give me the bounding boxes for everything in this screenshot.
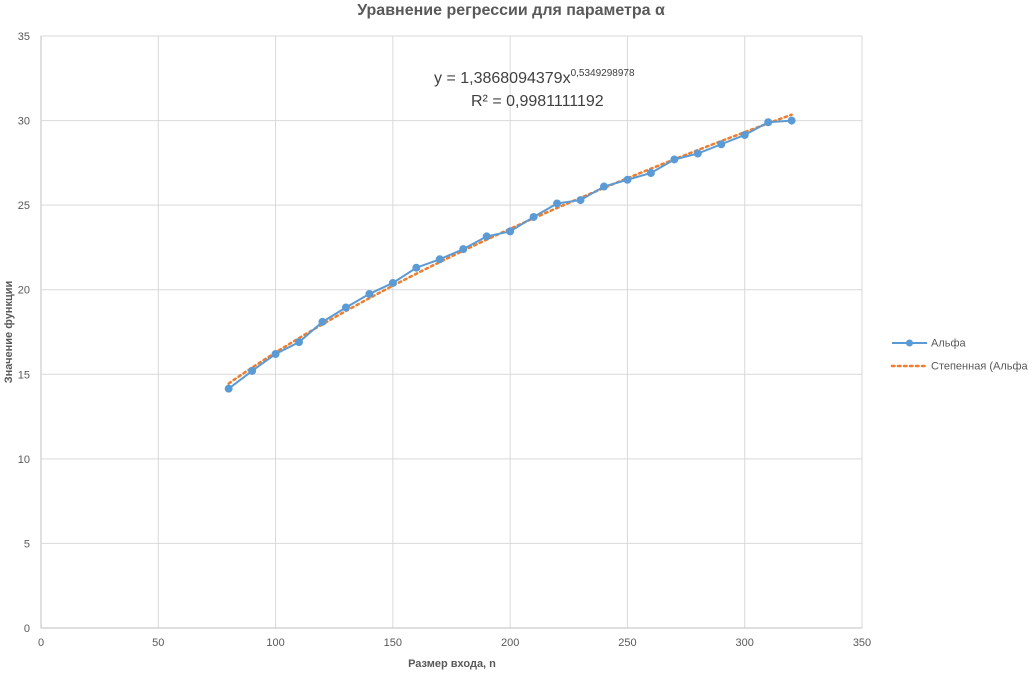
x-tick-label: 150 (384, 637, 402, 649)
y-tick-label: 35 (18, 31, 30, 43)
x-tick-label: 250 (618, 637, 636, 649)
data-point[interactable] (365, 289, 374, 298)
y-tick-label: 15 (18, 369, 30, 381)
legend-item-alpha[interactable]: Альфа (892, 338, 967, 350)
data-point[interactable] (224, 384, 233, 393)
equation-exponent: 0,5349298978 (571, 68, 635, 79)
data-point[interactable] (670, 155, 679, 164)
data-point[interactable] (764, 118, 773, 127)
data-point[interactable] (506, 227, 515, 236)
grid-lines (40, 35, 863, 629)
x-tick-label: 0 (38, 637, 44, 649)
legend-item-trendline[interactable]: Степенная (Альфа) (890, 361, 1028, 373)
x-tick-label: 300 (736, 637, 754, 649)
legend-label-alpha: Альфа (931, 338, 967, 350)
data-point[interactable] (295, 338, 304, 347)
chart-title: Уравнение регрессии для параметра α (357, 2, 665, 19)
data-point[interactable] (341, 303, 350, 312)
series-markers-alpha (224, 116, 796, 393)
y-tick-label: 25 (18, 200, 30, 212)
data-point[interactable] (435, 255, 444, 264)
data-point[interactable] (553, 199, 562, 208)
x-axis-ticks: 0 50 100 150 200 250 300 350 (38, 637, 871, 649)
y-axis-title: Значение функции (3, 281, 15, 384)
y-tick-label: 20 (18, 285, 30, 297)
legend: Альфа Степенная (Альфа) (890, 338, 1028, 373)
data-point[interactable] (529, 212, 538, 221)
data-point[interactable] (248, 366, 257, 375)
data-point[interactable] (599, 182, 608, 191)
data-point[interactable] (388, 278, 397, 287)
data-point[interactable] (787, 116, 796, 125)
data-point[interactable] (646, 169, 655, 178)
x-tick-label: 100 (266, 637, 284, 649)
data-point[interactable] (740, 130, 749, 139)
y-axis-ticks: 0 5 10 15 20 25 30 35 (18, 31, 30, 635)
data-point[interactable] (318, 317, 327, 326)
y-tick-label: 10 (18, 454, 30, 466)
y-tick-label: 30 (18, 116, 30, 128)
y-tick-label: 0 (24, 623, 30, 635)
legend-label-trendline: Степенная (Альфа) (931, 361, 1028, 373)
r-squared-label: R² = 0,9981111192 (471, 93, 604, 110)
data-point[interactable] (482, 232, 491, 241)
legend-marker-alpha (906, 339, 913, 347)
x-tick-label: 200 (501, 637, 519, 649)
data-point[interactable] (412, 263, 421, 272)
data-point[interactable] (693, 149, 702, 158)
trendline-equation: y = 1,3868094379x0,5349298978 (434, 68, 635, 87)
data-point[interactable] (717, 140, 726, 149)
x-tick-label: 350 (853, 637, 871, 649)
data-point[interactable] (576, 196, 585, 205)
data-point[interactable] (459, 245, 468, 254)
equation-base: y = 1,3868094379x (434, 70, 571, 87)
x-axis-title: Размер входа, n (408, 658, 496, 670)
data-point[interactable] (271, 349, 280, 358)
data-point[interactable] (623, 175, 632, 184)
x-tick-label: 50 (152, 637, 164, 649)
y-tick-label: 5 (24, 538, 30, 550)
